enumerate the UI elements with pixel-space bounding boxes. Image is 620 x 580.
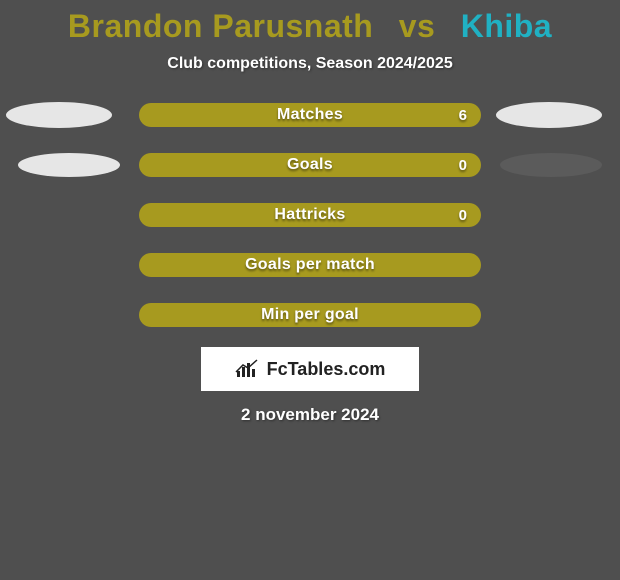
bar-chart-icon: [235, 359, 261, 379]
left-ellipse: [6, 102, 112, 128]
stat-label: Goals per match: [245, 256, 375, 274]
page-title: Brandon Parusnath vs Khiba: [0, 8, 620, 45]
brand-text: FcTables.com: [267, 359, 386, 380]
stat-row-hattricks: Hattricks 0: [0, 201, 620, 229]
right-ellipse: [500, 153, 602, 177]
stat-bar: Hattricks 0: [139, 203, 481, 227]
right-ellipse: [496, 102, 602, 128]
subtitle: Club competitions, Season 2024/2025: [0, 55, 620, 73]
player2-name: Khiba: [461, 8, 552, 44]
stat-value-right: 0: [459, 207, 467, 224]
stat-bar: Matches 6: [139, 103, 481, 127]
stat-bar: Min per goal: [139, 303, 481, 327]
stat-label: Hattricks: [274, 206, 345, 224]
stat-value-right: 6: [459, 107, 467, 124]
player1-name: Brandon Parusnath: [68, 8, 373, 44]
stat-label: Min per goal: [261, 306, 359, 324]
footer-date: 2 november 2024: [0, 405, 620, 425]
stat-row-min-per-goal: Min per goal: [0, 301, 620, 329]
stat-bar: Goals per match: [139, 253, 481, 277]
stat-row-goals: Goals 0: [0, 151, 620, 179]
stat-rows: Matches 6 Goals 0 Hattricks 0 Goals per …: [0, 101, 620, 329]
stat-label: Matches: [277, 106, 343, 124]
vs-label: vs: [399, 8, 436, 44]
stat-bar: Goals 0: [139, 153, 481, 177]
stat-value-right: 0: [459, 157, 467, 174]
comparison-card: Brandon Parusnath vs Khiba Club competit…: [0, 0, 620, 425]
stat-row-matches: Matches 6: [0, 101, 620, 129]
brand-box: FcTables.com: [201, 347, 419, 391]
left-ellipse: [18, 153, 120, 177]
stat-label: Goals: [287, 156, 333, 174]
stat-row-goals-per-match: Goals per match: [0, 251, 620, 279]
